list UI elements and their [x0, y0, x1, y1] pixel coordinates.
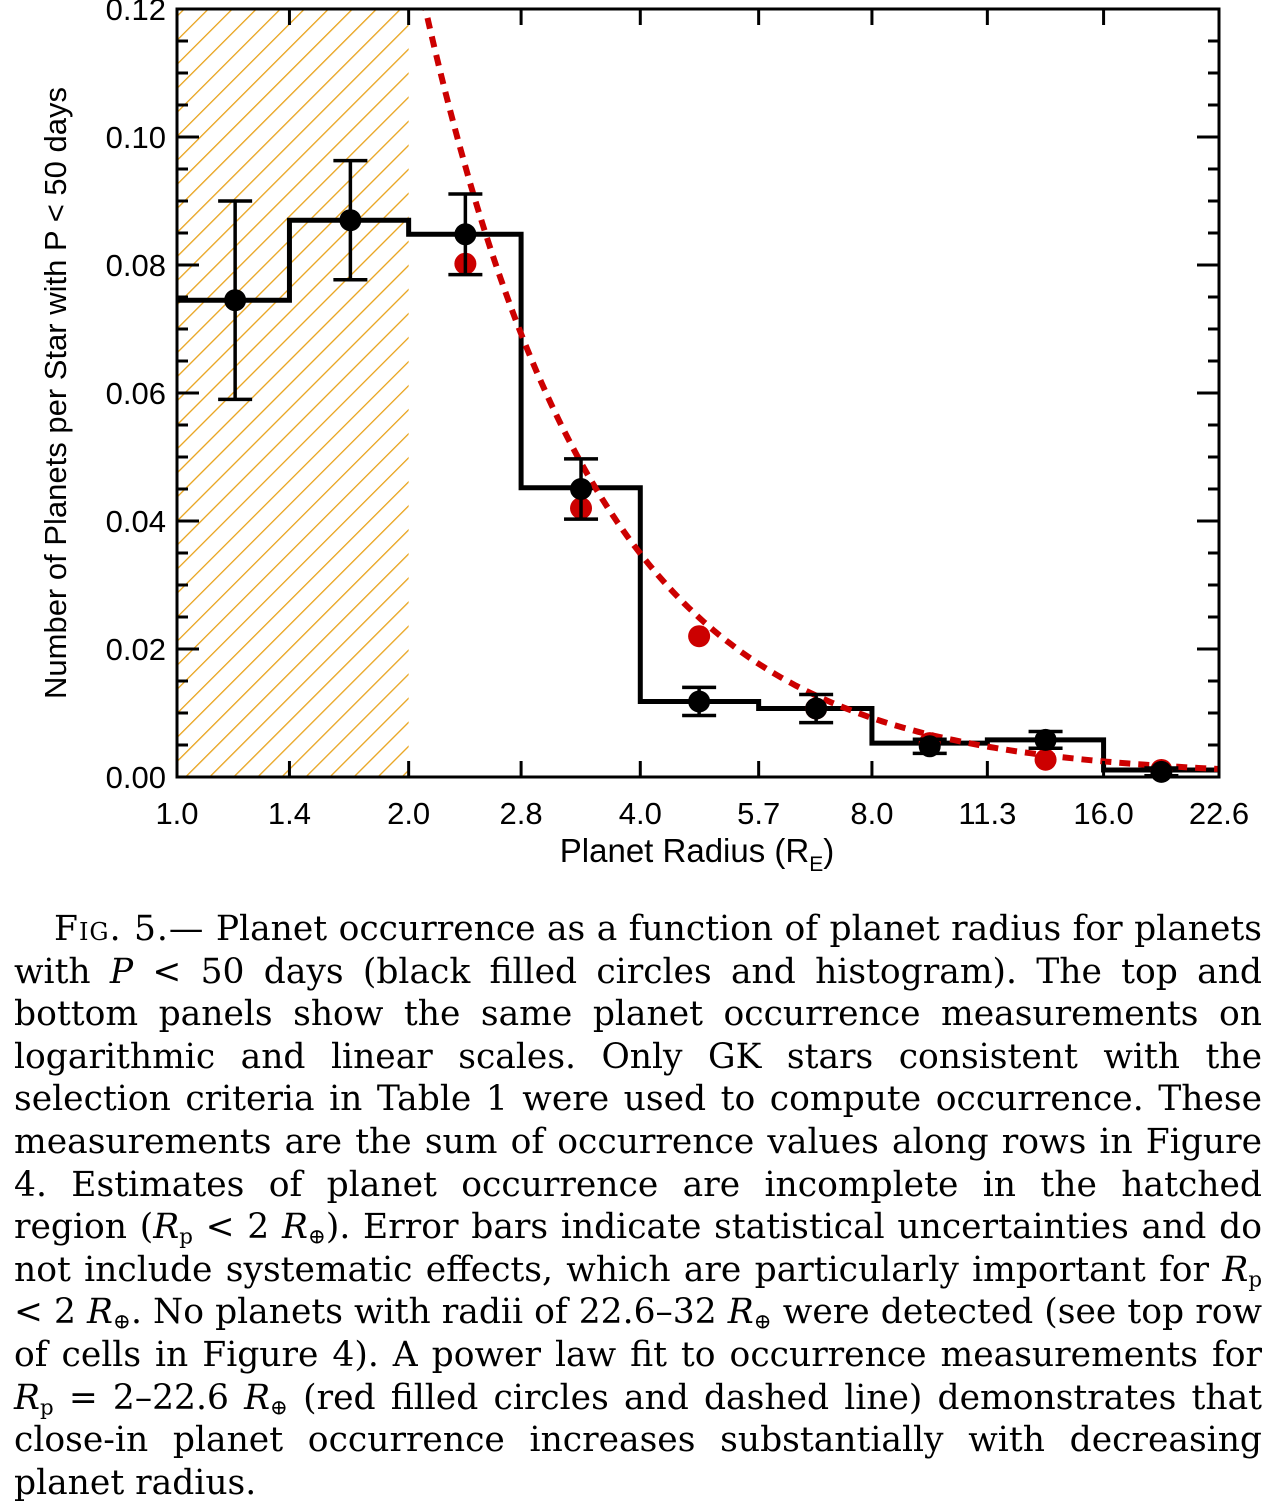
data-point	[805, 697, 828, 720]
data-point	[570, 478, 593, 500]
x-tick-label: 8.0	[850, 796, 893, 831]
y-tick-label: 0.00	[106, 760, 166, 795]
y-tick-label: 0.02	[106, 632, 166, 667]
y-tick-label: 0.04	[106, 504, 166, 539]
x-tick-label: 22.6	[1189, 796, 1249, 831]
fit-point	[688, 625, 711, 648]
y-tick-label: 0.08	[106, 248, 166, 283]
data-point	[454, 223, 477, 246]
x-tick-label: 16.0	[1073, 796, 1133, 831]
figure-label: Fig. 5.—	[54, 909, 205, 949]
fit-point	[1034, 748, 1057, 771]
hatch-fill	[177, 9, 409, 777]
data-point	[918, 735, 941, 758]
figure-caption: Fig. 5.— Planet occurrence as a function…	[14, 909, 1263, 1503]
x-tick-label: 1.4	[268, 796, 311, 831]
y-tick-label: 0.10	[106, 120, 166, 155]
incomplete-hatched-region	[177, 9, 409, 777]
data-point	[1150, 760, 1173, 783]
x-tick-label: 2.8	[500, 796, 543, 831]
data-point	[688, 690, 711, 713]
y-tick-label: 0.12	[106, 0, 166, 27]
planet-occurrence-chart: 1.0 1.4 2.0 2.8 4.0 5.7 8.0 11.3 16.0 22.6 0.00 0.0…	[38, 0, 1249, 876]
x-tick-label: 5.7	[737, 796, 780, 831]
x-axis-label: Planet Radius (RE)	[560, 832, 834, 876]
x-tick-label: 2.0	[387, 796, 430, 831]
y-tick-label: 0.06	[106, 376, 166, 411]
power-law-fit-line	[422, 9, 1219, 772]
data-point	[339, 209, 362, 232]
x-tick-label: 11.3	[958, 796, 1016, 831]
y-axis-label: Number of Planets per Star with P < 50 d…	[38, 87, 73, 699]
x-tick-label: 4.0	[619, 796, 662, 831]
x-tick-label: 1.0	[155, 796, 198, 831]
data-point	[224, 289, 247, 312]
data-point	[1034, 728, 1057, 751]
